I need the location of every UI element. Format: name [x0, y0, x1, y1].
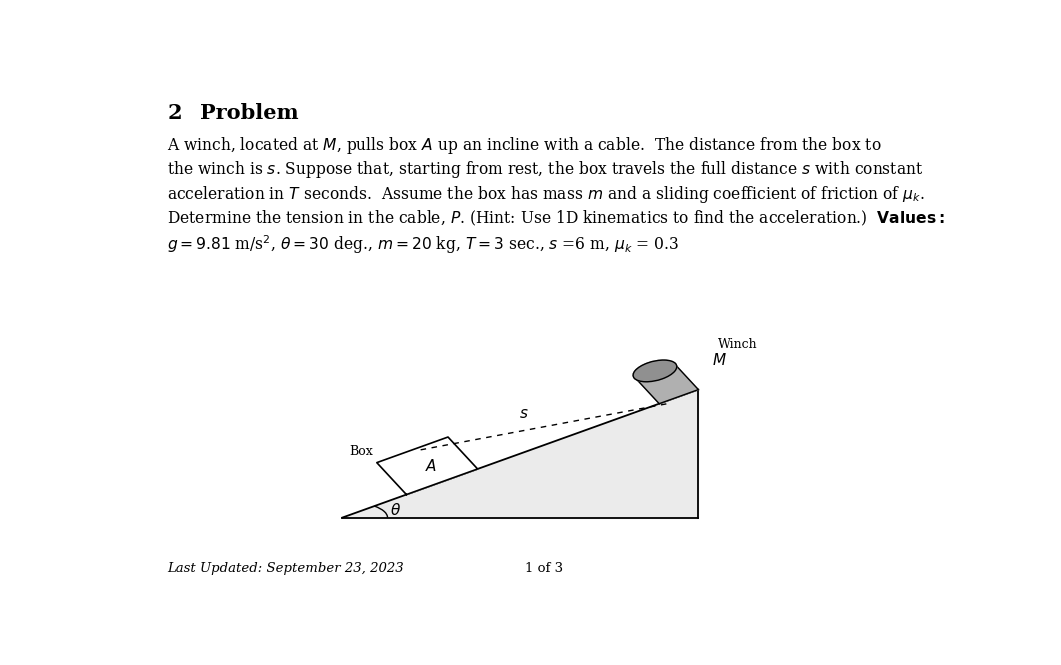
Polygon shape	[636, 364, 698, 404]
Text: Box: Box	[349, 444, 372, 458]
Text: $A$: $A$	[425, 458, 437, 473]
Text: A winch, located at $M$, pulls box $A$ up an incline with a cable.  The distance: A winch, located at $M$, pulls box $A$ u…	[168, 134, 882, 156]
Polygon shape	[377, 437, 477, 495]
Text: the winch is $s$. Suppose that, starting from rest, the box travels the full dis: the winch is $s$. Suppose that, starting…	[168, 159, 923, 180]
Text: $M$: $M$	[712, 352, 727, 368]
Text: acceleration in $T$ seconds.  Assume the box has mass $m$ and a sliding coeffici: acceleration in $T$ seconds. Assume the …	[168, 184, 925, 205]
Text: $s$: $s$	[519, 407, 528, 421]
Text: Determine the tension in the cable, $P$. (Hint: Use 1D kinematics to find the ac: Determine the tension in the cable, $P$.…	[168, 208, 945, 227]
Text: 2: 2	[168, 103, 181, 123]
Polygon shape	[343, 390, 698, 517]
Ellipse shape	[633, 360, 677, 382]
Text: Problem: Problem	[201, 103, 299, 123]
Text: Winch: Winch	[718, 338, 758, 351]
Text: $g = 9.81$ m/s$^2$, $\theta = 30$ deg., $m = 20$ kg, $T = 3$ sec., $s$ =6 m, $\m: $g = 9.81$ m/s$^2$, $\theta = 30$ deg., …	[168, 233, 679, 255]
Text: $\theta$: $\theta$	[390, 503, 401, 519]
Text: 1 of 3: 1 of 3	[525, 563, 562, 575]
Text: Last Updated: September 23, 2023: Last Updated: September 23, 2023	[168, 563, 404, 575]
